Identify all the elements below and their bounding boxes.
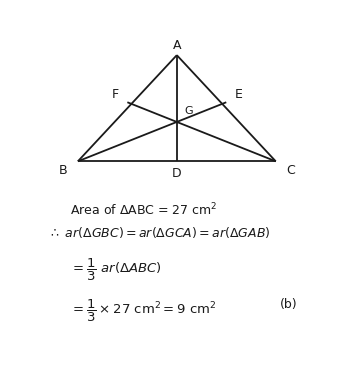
Text: C: C [286, 164, 295, 177]
Text: $\therefore$ $ar(\Delta GBC) = ar(\Delta GCA) = ar(\Delta GAB)$: $\therefore$ $ar(\Delta GBC) = ar(\Delta… [48, 225, 271, 240]
Text: D: D [172, 167, 181, 180]
Text: $= \dfrac{1}{3} \times 27\ \mathrm{cm}^2 = 9\ \mathrm{cm}^2$: $= \dfrac{1}{3} \times 27\ \mathrm{cm}^2… [70, 298, 216, 324]
Text: B: B [59, 164, 67, 177]
Text: (b): (b) [279, 298, 297, 311]
Text: A: A [172, 39, 181, 52]
Text: $= \dfrac{1}{3}\ ar(\Delta ABC)$: $= \dfrac{1}{3}\ ar(\Delta ABC)$ [70, 257, 162, 283]
Text: F: F [112, 88, 119, 101]
Text: Area of $\Delta$ABC = 27 cm$^2$: Area of $\Delta$ABC = 27 cm$^2$ [70, 202, 217, 218]
Text: G: G [185, 105, 194, 115]
Text: E: E [234, 88, 242, 101]
